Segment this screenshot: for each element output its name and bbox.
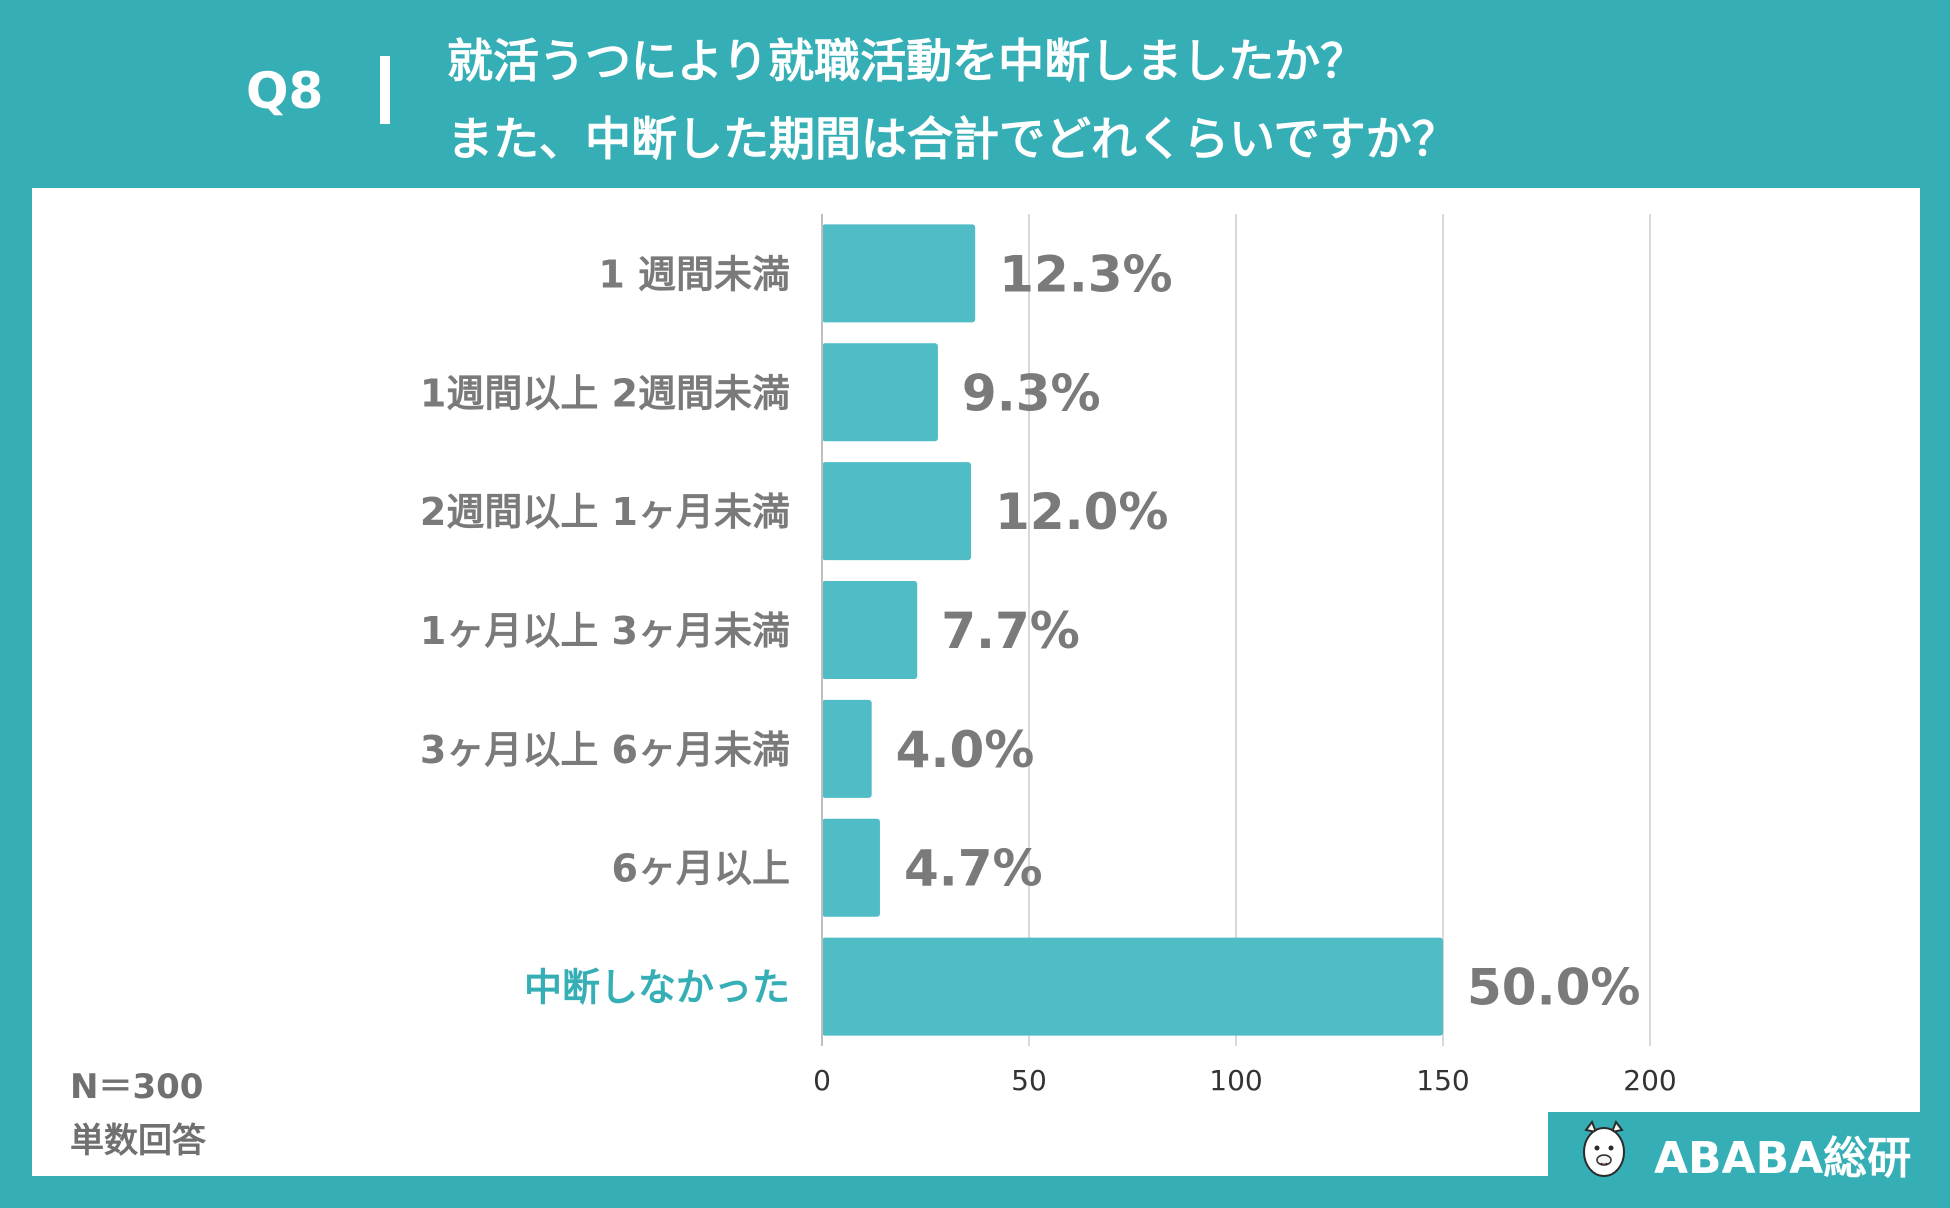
data-label: 4.0% bbox=[896, 721, 1035, 779]
x-tick-label: 50 bbox=[1011, 1064, 1047, 1097]
question-title: 就活うつにより就職活動を中断しましたか？ また、中断した期間は合計でどれくらいで… bbox=[447, 22, 1907, 178]
category-label: 1ヶ月以上 3ヶ月未満 bbox=[420, 609, 790, 653]
chart-panel: 0 50 100 150 200 1 週間未満 12.3% 1週間以上 2週間未満 9.3% 2週… bbox=[32, 188, 1920, 1176]
x-tick-label: 0 bbox=[813, 1064, 831, 1097]
data-label: 50.0% bbox=[1467, 959, 1640, 1017]
data-label: 4.7% bbox=[904, 840, 1043, 898]
data-label: 7.7% bbox=[941, 602, 1080, 660]
sample-size: N＝300 bbox=[70, 1067, 204, 1107]
data-label: 12.3% bbox=[999, 245, 1172, 303]
bar-chart: 0 50 100 150 200 1 週間未満 12.3% 1週間以上 2週間未満 9.3% 2週… bbox=[420, 214, 1677, 1097]
alpaca-icon bbox=[1583, 1119, 1625, 1177]
data-label: 12.0% bbox=[995, 483, 1168, 541]
category-label: 中断しなかった bbox=[524, 966, 790, 1010]
x-tick-label: 100 bbox=[1209, 1064, 1262, 1097]
bar bbox=[822, 699, 872, 798]
x-tick-label: 200 bbox=[1623, 1064, 1676, 1097]
title-divider bbox=[380, 56, 390, 124]
category-label: 1 週間未満 bbox=[598, 252, 790, 296]
footnote: N＝300 単数回答 bbox=[70, 1060, 206, 1168]
logo-text: ABABA総研 bbox=[1654, 1133, 1912, 1184]
bar bbox=[822, 462, 972, 561]
header: Q8 就活うつにより就職活動を中断しましたか？ また、中断した期間は合計でどれく… bbox=[0, 0, 1950, 186]
x-tick-label: 150 bbox=[1416, 1064, 1469, 1097]
bar bbox=[822, 343, 938, 442]
bar bbox=[822, 937, 1443, 1036]
answer-type: 単数回答 bbox=[70, 1121, 206, 1161]
data-label: 9.3% bbox=[962, 364, 1101, 422]
bar bbox=[822, 818, 880, 917]
bar bbox=[822, 224, 976, 323]
bar bbox=[822, 581, 918, 679]
category-label: 3ヶ月以上 6ヶ月未満 bbox=[420, 728, 790, 772]
category-label: 1週間以上 2週間未満 bbox=[420, 371, 790, 415]
question-title-line1: 就活うつにより就職活動を中断しましたか？ bbox=[447, 34, 1367, 88]
category-label: 2週間以上 1ヶ月未満 bbox=[420, 490, 790, 534]
logo-badge: ABABA総研 bbox=[1548, 1112, 1922, 1188]
category-label: 6ヶ月以上 bbox=[612, 847, 790, 891]
question-number: Q8 bbox=[246, 62, 324, 120]
question-title-line2: また、中断した期間は合計でどれくらいですか？ bbox=[447, 112, 1458, 166]
